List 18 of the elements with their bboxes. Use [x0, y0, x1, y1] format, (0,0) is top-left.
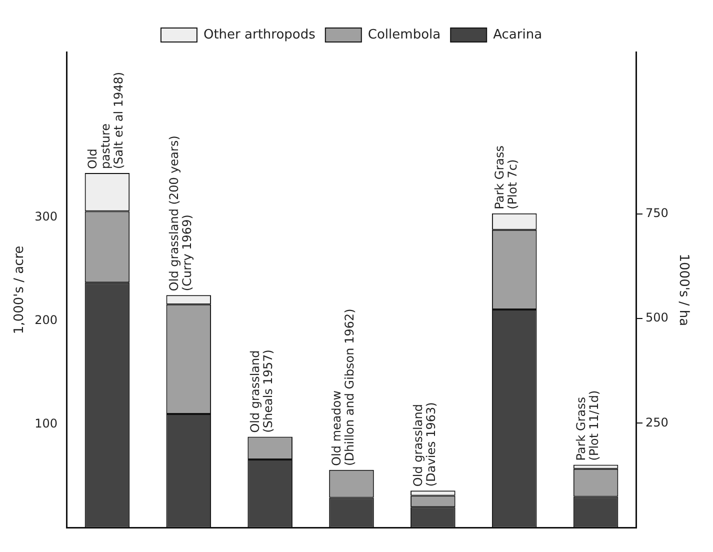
x-tick-label: Old pasture (Salt et al 1948): [85, 72, 126, 170]
y-tick-label: 200: [34, 313, 58, 328]
y-tick-label: 300: [34, 210, 58, 224]
y2-axis-title: 1000's / ha: [676, 254, 691, 326]
x-tick-label: Old grassland (200 years) (Curry 1969): [166, 136, 194, 292]
x-tick-label: Park Grass (Plot 11/1d): [574, 390, 601, 461]
x-tick-label: Old grassland (Davies 1963): [411, 402, 438, 487]
y2-tick-label: 750: [645, 206, 668, 220]
x-tick-label: Park Grass (Plot 7c): [492, 146, 520, 210]
legend-label: Acarina: [493, 27, 542, 42]
y-tick-label: 100: [34, 416, 58, 430]
legend-label: Other arthropods: [203, 27, 316, 42]
y2-tick-label: 500: [645, 310, 668, 325]
y2-tick-label: 250: [645, 415, 668, 430]
y-axis-title: 1,000's / acre: [12, 246, 28, 334]
x-tick-label: Old grassland (Sheals 1957): [248, 350, 276, 433]
x-tick-label: Old meadow (Dhillon and Gibson 1962): [330, 308, 357, 466]
legend-label: Collembola: [368, 27, 441, 42]
